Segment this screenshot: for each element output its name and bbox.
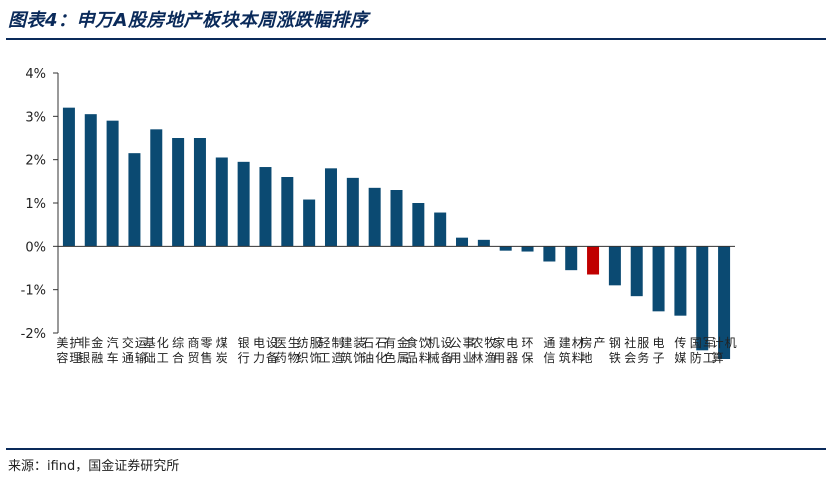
category-label: 机械设备 (428, 336, 453, 365)
category-label: 银行 (238, 336, 250, 365)
category-label: 社会服务 (624, 335, 649, 365)
category-label: 建筑材料 (559, 336, 584, 365)
bar-1 (62, 107, 75, 247)
category-label: 汽车 (107, 335, 119, 365)
bar-31 (718, 246, 731, 359)
bar-18 (434, 212, 447, 247)
y-tick-label: -1% (21, 284, 46, 299)
category-label: 传媒 (674, 335, 686, 365)
bar-30 (696, 246, 709, 351)
category-label: 美容护理 (56, 336, 81, 365)
bar-27 (630, 246, 643, 297)
bar-22 (521, 246, 534, 252)
category-label: 计算机 (712, 336, 737, 365)
y-tick-label: 1% (25, 197, 46, 212)
bar-17 (412, 203, 425, 247)
bar-19 (456, 237, 469, 247)
category-label: 通信 (543, 336, 555, 365)
category-labels: 美容护理非银金融汽车交通运输基础化工综合商贸零售煤炭银行电力设备医药生物纺织服饰… (56, 335, 736, 365)
bar-3 (106, 120, 119, 247)
category-label: 环保 (522, 336, 534, 365)
category-label: 公用事业 (450, 336, 475, 365)
bar-11 (281, 177, 294, 247)
footer-divider (6, 448, 826, 450)
chart-title: 图表4：申万A股房地产板块本周涨跌幅排序 (8, 10, 369, 31)
y-axis: 4% 3% 2% 1% 0% -1% -2% (21, 67, 59, 342)
category-label: 非银金融 (78, 335, 103, 365)
source-note: 来源：ifind，国金证券研究所 (8, 459, 180, 474)
category-label: 电子 (653, 336, 665, 365)
bar-8 (215, 157, 228, 247)
bar-9 (237, 161, 250, 247)
bar-25 (587, 246, 600, 275)
y-tick-label: -2% (21, 327, 46, 342)
bar-12 (303, 199, 316, 247)
category-label: 国防军工 (690, 336, 715, 365)
bar-14 (346, 177, 359, 247)
category-label: 家用电器 (493, 335, 518, 365)
category-label: 交通运输 (122, 335, 147, 365)
y-tick-label: 0% (25, 240, 46, 255)
bar-28 (652, 246, 665, 312)
category-label: 综合 (172, 336, 184, 365)
bar-24 (565, 246, 578, 271)
bar-10 (259, 167, 272, 247)
category-label: 基础化工 (144, 336, 169, 365)
category-label: 农林牧渔 (471, 336, 496, 365)
title-divider (6, 38, 826, 40)
bar-7 (193, 138, 206, 247)
bar-23 (543, 246, 556, 262)
category-label: 食品饮料 (406, 335, 431, 365)
category-label: 商贸零售 (187, 335, 212, 365)
category-label: 有色金属 (384, 335, 409, 365)
bar-2 (84, 114, 97, 247)
bar-29 (674, 246, 687, 316)
bar-5 (150, 129, 163, 247)
bars (62, 107, 731, 359)
bar-4 (128, 153, 141, 247)
category-label: 建筑装饰 (340, 336, 365, 365)
category-label: 纺织服饰 (297, 336, 322, 365)
category-label: 房地产 (581, 335, 606, 365)
category-label: 钢铁 (609, 336, 621, 365)
y-tick-label: 3% (25, 110, 46, 125)
bar-13 (324, 168, 337, 247)
bar-21 (499, 246, 512, 251)
bar-6 (172, 138, 185, 247)
category-label: 医药生物 (275, 336, 300, 365)
bar-16 (390, 190, 403, 247)
bar-20 (477, 239, 490, 247)
category-label: 煤炭 (216, 336, 228, 365)
bar-15 (368, 187, 381, 247)
category-label: 轻工制造 (318, 336, 343, 365)
y-tick-label: 2% (25, 154, 46, 169)
category-label: 石油石化 (362, 336, 387, 365)
y-tick-label: 4% (25, 67, 46, 82)
bar-26 (608, 246, 621, 286)
category-label: 电力设备 (253, 336, 278, 365)
